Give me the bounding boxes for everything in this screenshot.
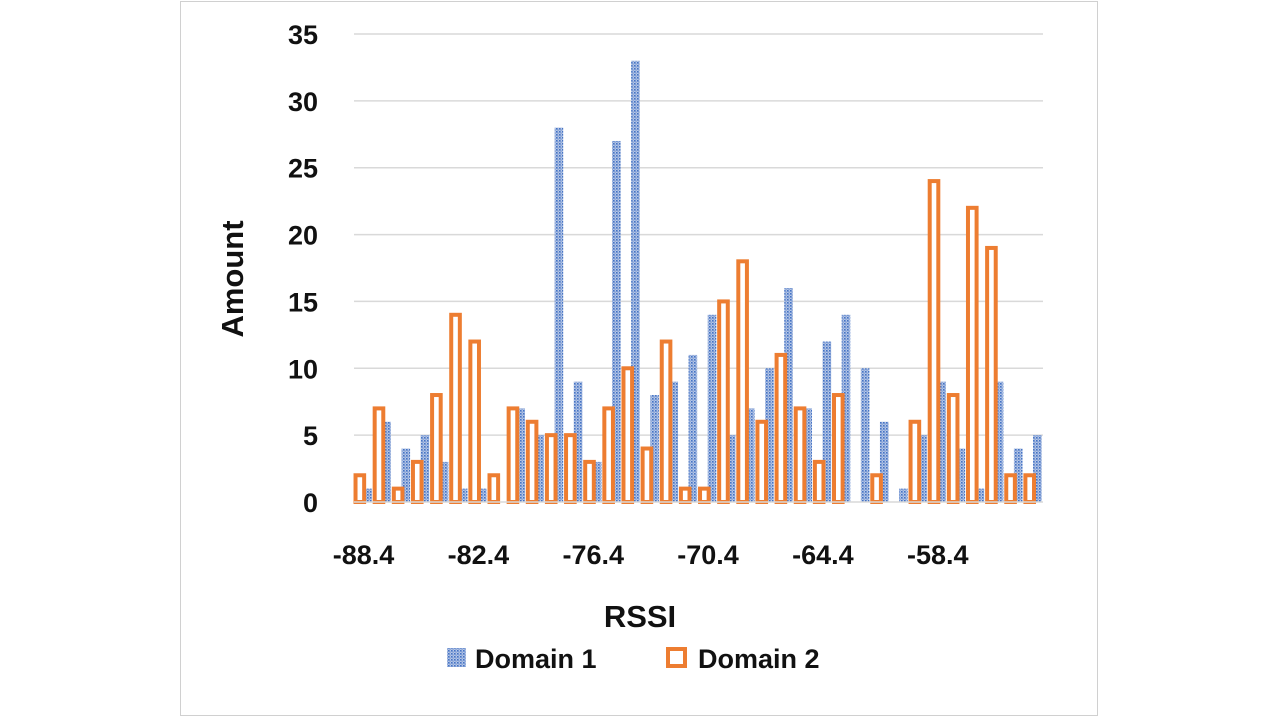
y-axis-title: Amount [215,220,250,337]
bar-domain-1 [631,60,640,502]
bar-domain-2 [487,473,501,504]
bar-domain-2 [640,446,654,504]
bar-domain-1 [918,435,927,502]
x-axis-tick-labels: -88.4 -82.4 -76.4 -70.4 -64.4 -58.4 [333,540,969,570]
bar-domain-2 [410,459,424,504]
bar-domain-1 [860,368,870,502]
bar-domain-2 [621,366,635,504]
bar-domain-1 [554,127,564,502]
bar-domain-1 [937,381,946,502]
bar-domain-1 [611,140,621,502]
bar-domain-2 [583,459,596,504]
y-tick-label: 15 [288,287,318,317]
legend: Domain 1 Domain 2 [447,644,820,674]
bar-domain-1 [363,488,372,502]
bar-domain-1 [401,448,411,502]
bar-domain-1 [688,354,698,502]
y-tick-label: 0 [303,488,318,518]
bar-domain-1 [803,408,812,502]
bar-domain-1 [458,488,468,502]
bar-domain-1 [726,435,736,502]
bar-domain-2 [927,179,941,504]
x-tick-label: -76.4 [562,540,624,570]
series-domain-1-bars [363,60,1042,502]
bar-domain-1 [956,448,966,502]
chart-frame: 0 5 10 15 20 25 30 35 -88.4 -82.4 -76.4 -70.4 -64.4… [180,1,1098,716]
bar-domain-1 [707,314,717,502]
bar-domain-1 [1013,448,1023,502]
bar-domain-1 [841,314,851,502]
bar-domain-2 [602,406,615,504]
y-tick-label: 25 [288,154,318,184]
bar-domain-2 [430,393,443,504]
bar-domain-2 [755,419,769,504]
bar-domain-2 [736,259,749,505]
bar-domain-2 [544,433,558,504]
legend-swatch-domain-1 [447,648,466,667]
bar-domain-1 [975,488,985,502]
y-tick-label: 30 [288,87,318,117]
bar-domain-2 [678,486,692,504]
y-tick-label: 35 [288,20,318,50]
bar-domain-2 [1023,473,1037,504]
x-tick-label: -82.4 [448,540,510,570]
bar-domain-1 [478,488,487,502]
chart-svg: 0 5 10 15 20 25 30 35 -88.4 -82.4 -76.4 -70.4 -64.4… [215,20,1043,674]
bar-domain-2 [525,419,539,504]
x-tick-label: -64.4 [792,540,854,570]
bar-domain-1 [784,288,793,502]
x-tick-label: -58.4 [907,540,969,570]
bar-domain-1 [1033,435,1042,502]
bar-domain-1 [669,381,679,502]
legend-label-domain-1: Domain 1 [475,644,597,674]
bar-domain-1 [745,408,755,502]
y-tick-label: 20 [288,221,318,251]
bar-domain-1 [592,461,602,502]
bar-domain-2 [698,486,711,504]
bar-domain-2 [985,245,998,504]
bar-domain-2 [946,393,960,504]
bar-domain-2 [468,339,481,504]
bar-domain-1 [439,461,449,502]
bar-domain-2 [793,406,807,504]
x-tick-label: -88.4 [333,540,395,570]
x-axis-title: RSSI [604,599,676,634]
bar-domain-2 [832,393,845,504]
bar-domain-1 [879,421,889,502]
bar-domain-1 [420,435,430,502]
bar-domain-1 [573,381,583,502]
bar-domain-2 [372,406,386,504]
x-tick-label: -70.4 [677,540,739,570]
bar-domain-1 [899,488,908,502]
bar-domain-1 [382,421,391,502]
bar-domain-1 [650,395,659,502]
bar-domain-2 [774,352,788,504]
bar-domain-2 [391,486,405,504]
bar-domain-2 [908,419,922,504]
bar-domain-1 [516,408,525,502]
bar-domain-2 [965,205,979,504]
bar-domain-2 [506,406,520,504]
bar-domain-1 [822,341,832,502]
bar-domain-2 [812,459,826,504]
bar-domain-2 [353,473,367,504]
y-tick-label: 5 [303,421,318,451]
bar-domain-2 [449,312,462,504]
bar-domain-2 [1004,473,1017,504]
y-axis-tick-labels: 0 5 10 15 20 25 30 35 [288,20,318,518]
bar-domain-1 [765,368,774,502]
bar-domain-2 [870,473,883,504]
bar-domain-2 [659,339,673,504]
bar-domain-1 [535,435,545,502]
y-tick-label: 10 [288,354,318,384]
legend-swatch-domain-2 [666,647,687,668]
bar-domain-1 [994,381,1004,502]
legend-label-domain-2: Domain 2 [698,644,820,674]
bar-domain-2 [564,433,577,504]
bar-domain-2 [717,299,730,504]
